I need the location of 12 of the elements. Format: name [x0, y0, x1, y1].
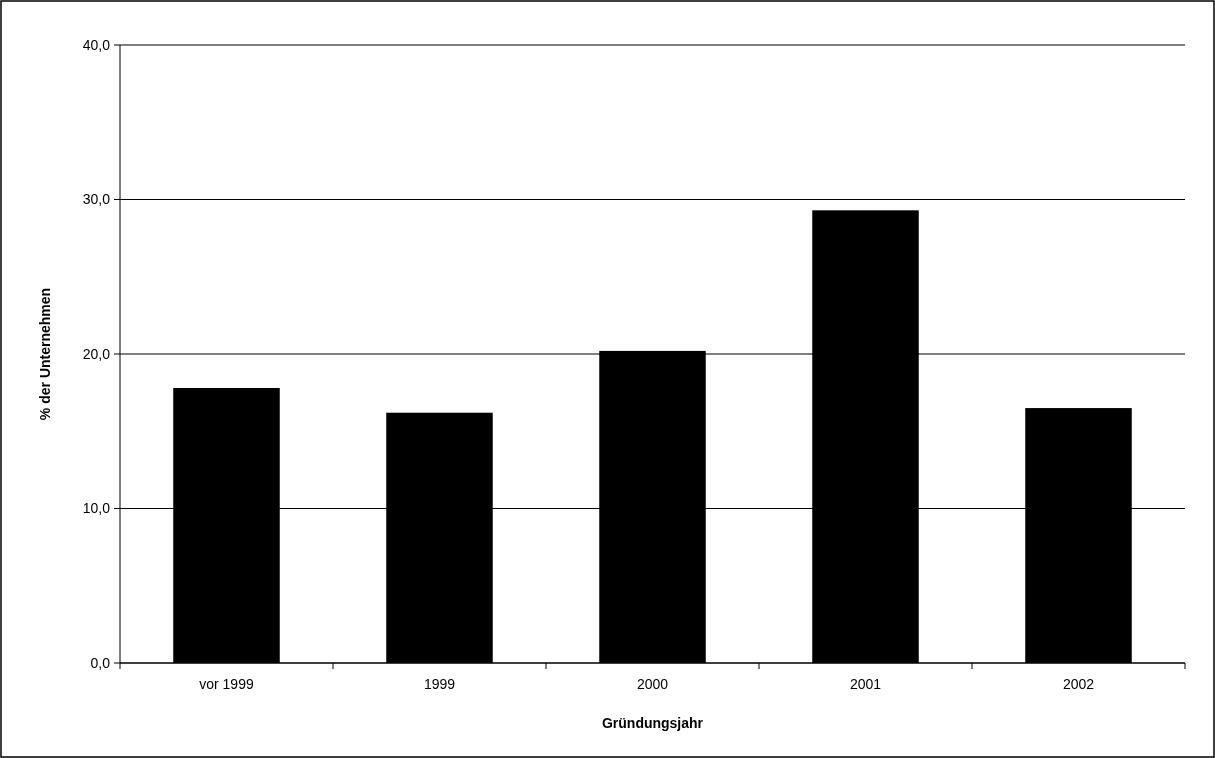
y-tick-label: 30,0: [82, 191, 111, 208]
x-tick-label: 2002: [1062, 676, 1095, 692]
y-tick-label: 40,0: [82, 36, 111, 53]
y-axis-title: % der Unternehmen: [37, 287, 53, 421]
x-tick-label: 1999: [423, 676, 456, 692]
y-tick-label: 10,0: [82, 500, 111, 517]
x-tick-label: vor 1999: [199, 676, 254, 692]
y-tick-label: 20,0: [82, 345, 111, 362]
x-axis-title: Gründungsjahr: [601, 715, 704, 731]
x-tick-label: 2000: [636, 676, 669, 692]
y-tick-label: 0,0: [90, 654, 111, 671]
x-tick-label: 2001: [849, 676, 882, 692]
